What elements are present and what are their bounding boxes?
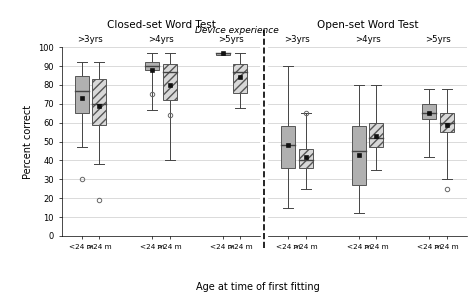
Bar xyxy=(75,76,89,113)
Bar xyxy=(233,64,247,93)
Text: >3yrs: >3yrs xyxy=(78,35,103,44)
Text: >4yrs: >4yrs xyxy=(355,35,381,44)
Bar xyxy=(216,53,230,55)
Title: Open-set Word Test: Open-set Word Test xyxy=(317,20,419,30)
Text: >3yrs: >3yrs xyxy=(284,35,310,44)
Y-axis label: Percent correct: Percent correct xyxy=(23,104,33,179)
Bar xyxy=(145,62,159,70)
Text: Device experience: Device experience xyxy=(195,27,279,35)
Bar xyxy=(282,127,295,168)
Text: Age at time of first fitting: Age at time of first fitting xyxy=(196,282,320,292)
Bar xyxy=(352,127,366,185)
Bar xyxy=(163,64,177,100)
Bar xyxy=(422,104,437,119)
Bar xyxy=(92,79,106,124)
Text: >4yrs: >4yrs xyxy=(148,35,174,44)
Bar xyxy=(299,149,313,168)
Text: >5yrs: >5yrs xyxy=(425,35,451,44)
Text: >5yrs: >5yrs xyxy=(219,35,244,44)
Bar xyxy=(440,113,454,132)
Bar xyxy=(369,123,383,147)
Title: Closed-set Word Test: Closed-set Word Test xyxy=(107,20,215,30)
